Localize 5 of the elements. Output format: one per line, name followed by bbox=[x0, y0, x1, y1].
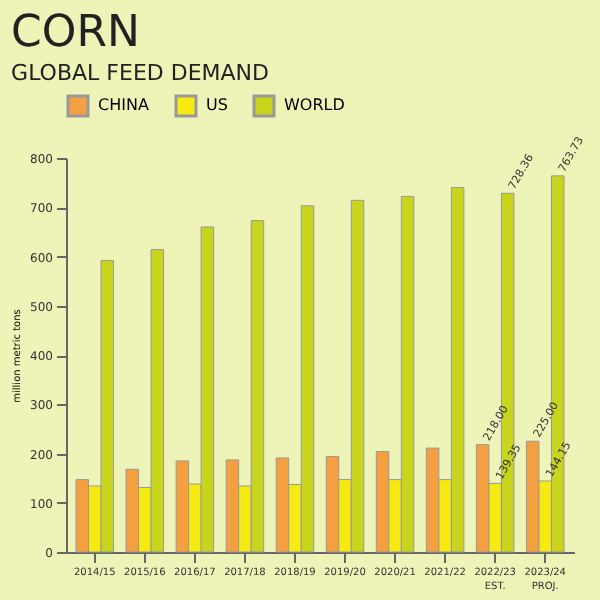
legend-label: US bbox=[206, 96, 228, 114]
chart-subtitle: GLOBAL FEED DEMAND bbox=[11, 60, 269, 86]
chart-title: CORN bbox=[11, 8, 140, 58]
legend-label: CHINA bbox=[98, 96, 150, 114]
legend-label: WORLD bbox=[284, 96, 345, 114]
